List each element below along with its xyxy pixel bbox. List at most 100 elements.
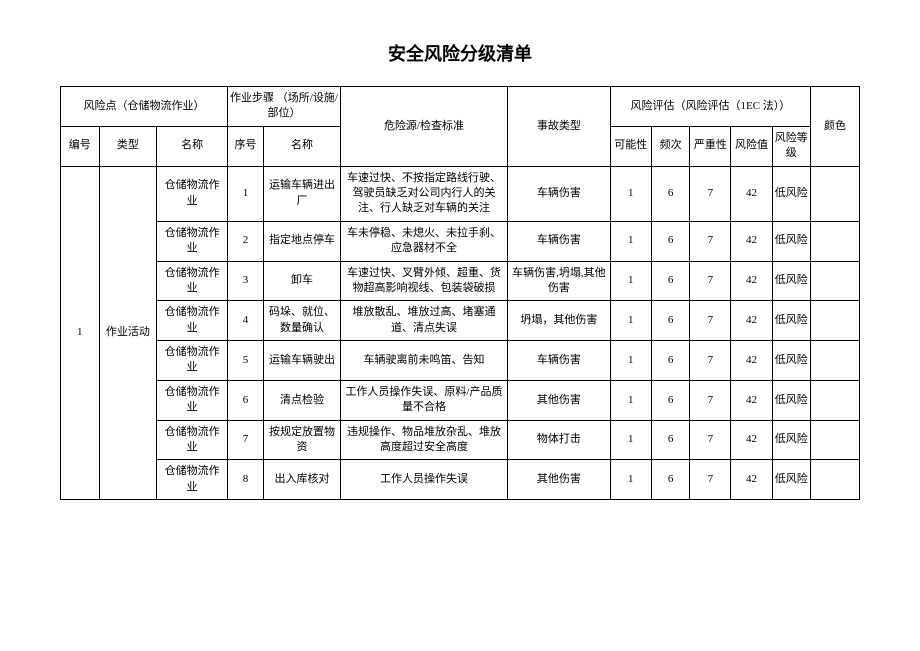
cell-level: 低风险: [772, 301, 811, 341]
header-level: 风险等级: [772, 126, 811, 166]
header-l: 可能性: [610, 126, 651, 166]
table-row: 仓储物流作业8出入库核对工作人员操作失误其他伤害16742低风险: [61, 460, 860, 500]
cell-accident: 车辆伤害: [507, 221, 610, 261]
cell-step-num: 4: [227, 301, 263, 341]
cell-c: 7: [690, 301, 731, 341]
cell-level: 低风险: [772, 420, 811, 460]
cell-name: 仓储物流作业: [157, 380, 228, 420]
header-c: 严重性: [690, 126, 731, 166]
cell-color: [811, 380, 860, 420]
header-num: 编号: [61, 126, 100, 166]
header-name: 名称: [157, 126, 228, 166]
cell-accident: 车辆伤害: [507, 341, 610, 381]
cell-l: 1: [610, 460, 651, 500]
cell-step-name: 按规定放置物资: [263, 420, 340, 460]
cell-l: 1: [610, 380, 651, 420]
cell-e: 6: [651, 341, 690, 381]
cell-level: 低风险: [772, 341, 811, 381]
cell-c: 7: [690, 460, 731, 500]
cell-hazard: 违规操作、物品堆放杂乱、堆放高度超过安全高度: [340, 420, 507, 460]
cell-l: 1: [610, 261, 651, 301]
cell-step-num: 8: [227, 460, 263, 500]
header-eval: 风险评估（风险评估（1EC 法））: [610, 87, 810, 127]
header-e: 频次: [651, 126, 690, 166]
cell-c: 7: [690, 420, 731, 460]
cell-d: 42: [731, 380, 772, 420]
cell-step-name: 码垛、就位、数量确认: [263, 301, 340, 341]
cell-hazard: 车速过快、叉臂外倾、超重、货物超高影响视线、包装袋破损: [340, 261, 507, 301]
cell-name: 仓储物流作业: [157, 420, 228, 460]
header-step: 作业步骤 （场所/设施/部位）: [227, 87, 340, 127]
cell-d: 42: [731, 301, 772, 341]
table-row: 仓储物流作业4码垛、就位、数量确认堆放散乱、堆放过高、堵塞通道、清点失误坍塌，其…: [61, 301, 860, 341]
cell-e: 6: [651, 460, 690, 500]
cell-e: 6: [651, 380, 690, 420]
cell-l: 1: [610, 166, 651, 221]
cell-d: 42: [731, 420, 772, 460]
cell-step-num: 1: [227, 166, 263, 221]
cell-accident: 物体打击: [507, 420, 610, 460]
cell-accident: 车辆伤害,坍塌,其他伤害: [507, 261, 610, 301]
cell-l: 1: [610, 301, 651, 341]
header-color: 颜色: [811, 87, 860, 167]
cell-group-num: 1: [61, 166, 100, 500]
cell-d: 42: [731, 460, 772, 500]
header-step-num: 序号: [227, 126, 263, 166]
cell-color: [811, 420, 860, 460]
table-row: 仓储物流作业6清点检验工作人员操作失误、原料/产品质量不合格其他伤害16742低…: [61, 380, 860, 420]
cell-c: 7: [690, 380, 731, 420]
header-risk-point: 风险点（仓储物流作业）: [61, 87, 228, 127]
cell-d: 42: [731, 261, 772, 301]
cell-color: [811, 166, 860, 221]
cell-l: 1: [610, 221, 651, 261]
document-title: 安全风险分级清单: [60, 40, 860, 66]
header-step-name: 名称: [263, 126, 340, 166]
cell-c: 7: [690, 166, 731, 221]
cell-e: 6: [651, 221, 690, 261]
cell-step-num: 6: [227, 380, 263, 420]
cell-hazard: 车未停稳、未熄火、未拉手刹、应急器材不全: [340, 221, 507, 261]
cell-level: 低风险: [772, 166, 811, 221]
cell-accident: 其他伤害: [507, 380, 610, 420]
cell-step-name: 出入库核对: [263, 460, 340, 500]
cell-step-name: 卸车: [263, 261, 340, 301]
table-row: 1作业活动仓储物流作业1运输车辆进出厂车速过快、不按指定路线行驶、驾驶员缺乏对公…: [61, 166, 860, 221]
cell-l: 1: [610, 341, 651, 381]
cell-name: 仓储物流作业: [157, 341, 228, 381]
cell-step-num: 2: [227, 221, 263, 261]
cell-group-type: 作业活动: [99, 166, 157, 500]
cell-level: 低风险: [772, 460, 811, 500]
header-d: 风险值: [731, 126, 772, 166]
cell-color: [811, 221, 860, 261]
cell-name: 仓储物流作业: [157, 301, 228, 341]
cell-step-name: 运输车辆进出厂: [263, 166, 340, 221]
cell-accident: 其他伤害: [507, 460, 610, 500]
cell-e: 6: [651, 261, 690, 301]
cell-step-num: 7: [227, 420, 263, 460]
header-accident: 事故类型: [507, 87, 610, 167]
cell-hazard: 工作人员操作失误: [340, 460, 507, 500]
cell-d: 42: [731, 166, 772, 221]
cell-c: 7: [690, 341, 731, 381]
cell-c: 7: [690, 221, 731, 261]
cell-hazard: 车速过快、不按指定路线行驶、驾驶员缺乏对公司内行人的关注、行人缺乏对车辆的关注: [340, 166, 507, 221]
cell-d: 42: [731, 221, 772, 261]
cell-name: 仓储物流作业: [157, 460, 228, 500]
header-hazard: 危险源/检查标准: [340, 87, 507, 167]
cell-hazard: 工作人员操作失误、原料/产品质量不合格: [340, 380, 507, 420]
cell-step-num: 3: [227, 261, 263, 301]
cell-accident: 车辆伤害: [507, 166, 610, 221]
cell-l: 1: [610, 420, 651, 460]
cell-e: 6: [651, 420, 690, 460]
cell-hazard: 车辆驶离前未鸣笛、告知: [340, 341, 507, 381]
cell-d: 42: [731, 341, 772, 381]
cell-e: 6: [651, 301, 690, 341]
cell-step-name: 清点检验: [263, 380, 340, 420]
cell-hazard: 堆放散乱、堆放过高、堵塞通道、清点失误: [340, 301, 507, 341]
cell-name: 仓储物流作业: [157, 261, 228, 301]
cell-name: 仓储物流作业: [157, 221, 228, 261]
cell-color: [811, 261, 860, 301]
cell-c: 7: [690, 261, 731, 301]
cell-color: [811, 460, 860, 500]
cell-e: 6: [651, 166, 690, 221]
